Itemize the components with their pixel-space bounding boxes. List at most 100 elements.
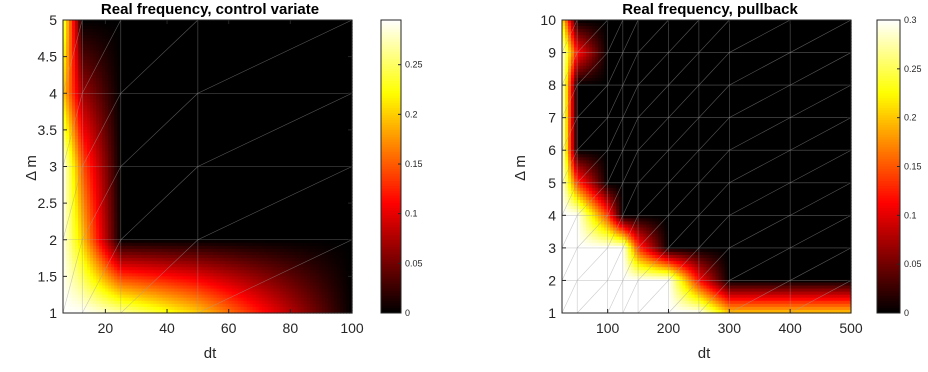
- heatmap-cell: [210, 87, 215, 91]
- heatmap-cell: [132, 41, 136, 46]
- heatmap-cell: [183, 32, 188, 36]
- heatmap-cell: [108, 26, 112, 30]
- heatmap-cell: [162, 38, 166, 42]
- heatmap-cell: [81, 56, 85, 61]
- heatmap-cell: [300, 59, 305, 64]
- heatmap-cell: [177, 81, 182, 85]
- heatmap-cell: [108, 90, 112, 94]
- heatmap-cell: [66, 44, 70, 49]
- heatmap-cell: [69, 56, 73, 61]
- heatmap-cell: [105, 65, 109, 70]
- heatmap-cell: [315, 65, 320, 70]
- heatmap-cell: [327, 50, 332, 55]
- heatmap-cell: [264, 59, 269, 64]
- heatmap-cell: [276, 20, 281, 24]
- heatmap-cell: [315, 59, 320, 64]
- heatmap-cell: [258, 53, 263, 58]
- heatmap-cell: [336, 53, 341, 58]
- heatmap-cell: [273, 56, 278, 61]
- heatmap-cell: [225, 53, 230, 58]
- heatmap-cell: [177, 53, 182, 58]
- heatmap-cell: [252, 26, 257, 30]
- heatmap-cell: [171, 56, 175, 61]
- heatmap-cell: [177, 87, 182, 91]
- heatmap-cell: [222, 20, 227, 24]
- heatmap-cell: [264, 56, 269, 61]
- heatmap-cell: [303, 74, 308, 79]
- heatmap-cell: [147, 47, 151, 52]
- heatmap-cell: [171, 29, 175, 33]
- heatmap-cell: [309, 71, 314, 76]
- heatmap-cell: [267, 44, 272, 49]
- heatmap-cell: [198, 81, 203, 85]
- heatmap-cell: [240, 90, 245, 94]
- heatmap-cell: [258, 35, 263, 39]
- heatmap-cell: [216, 26, 221, 30]
- heatmap-cell: [321, 65, 326, 70]
- heatmap-cell: [84, 68, 88, 73]
- heatmap-cell: [66, 59, 70, 64]
- heatmap-cell: [261, 50, 266, 55]
- heatmap-cell: [141, 84, 145, 88]
- heatmap-cell: [213, 65, 218, 70]
- heatmap-cell: [267, 59, 272, 64]
- heatmap-cell: [270, 68, 275, 73]
- heatmap-cell: [234, 20, 239, 24]
- heatmap-cell: [171, 71, 175, 76]
- heatmap-cell: [231, 26, 236, 30]
- heatmap-cell: [261, 62, 266, 67]
- heatmap-cell: [63, 35, 67, 39]
- heatmap-cell: [231, 68, 236, 73]
- heatmap-cell: [165, 41, 169, 46]
- heatmap-cell: [306, 74, 311, 79]
- heatmap-cell: [255, 23, 260, 27]
- heatmap-cell: [252, 29, 257, 33]
- heatmap-cell: [138, 81, 142, 85]
- heatmap-cell: [69, 81, 73, 85]
- heatmap-cell: [201, 44, 206, 49]
- heatmap-cell: [138, 65, 142, 70]
- heatmap-cell: [174, 35, 178, 39]
- heatmap-cell: [264, 47, 269, 52]
- heatmap-cell: [246, 23, 251, 27]
- heatmap-cell: [78, 29, 82, 33]
- heatmap-cell: [261, 71, 266, 76]
- heatmap-cell: [213, 29, 218, 33]
- heatmap-cell: [198, 23, 203, 27]
- heatmap-cell: [87, 41, 91, 46]
- heatmap-cell: [345, 68, 350, 73]
- heatmap-cell: [309, 44, 314, 49]
- heatmap-cell: [162, 32, 166, 36]
- heatmap-cell: [162, 56, 166, 61]
- heatmap-cell: [165, 77, 169, 82]
- heatmap-cell: [345, 47, 350, 52]
- heatmap-cell: [159, 56, 163, 61]
- heatmap-cell: [336, 65, 341, 70]
- heatmap-cell: [165, 44, 169, 49]
- heatmap-cell: [258, 71, 263, 76]
- heatmap-cell: [204, 47, 209, 52]
- heatmap-cell: [273, 20, 278, 24]
- heatmap-cell: [90, 20, 94, 24]
- heatmap-cell: [132, 50, 136, 55]
- heatmap-cell: [180, 84, 185, 88]
- heatmap-cell: [177, 44, 182, 49]
- heatmap-cell: [330, 20, 335, 24]
- heatmap-cell: [123, 47, 127, 52]
- heatmap-cell: [96, 74, 100, 79]
- heatmap-cell: [276, 47, 281, 52]
- heatmap-cell: [201, 38, 206, 42]
- heatmap-cell: [195, 23, 200, 27]
- heatmap-cell: [228, 87, 233, 91]
- heatmap-cell: [126, 59, 130, 64]
- heatmap-cell: [72, 84, 76, 88]
- heatmap-cell: [261, 59, 266, 64]
- heatmap-cell: [303, 26, 308, 30]
- heatmap-cell: [189, 81, 194, 85]
- heatmap-cell: [300, 84, 305, 88]
- heatmap-cell: [321, 87, 326, 91]
- heatmap-cell: [201, 20, 206, 24]
- heatmap-cell: [264, 90, 269, 94]
- heatmap-cell: [300, 47, 305, 52]
- heatmap-cell: [165, 29, 169, 33]
